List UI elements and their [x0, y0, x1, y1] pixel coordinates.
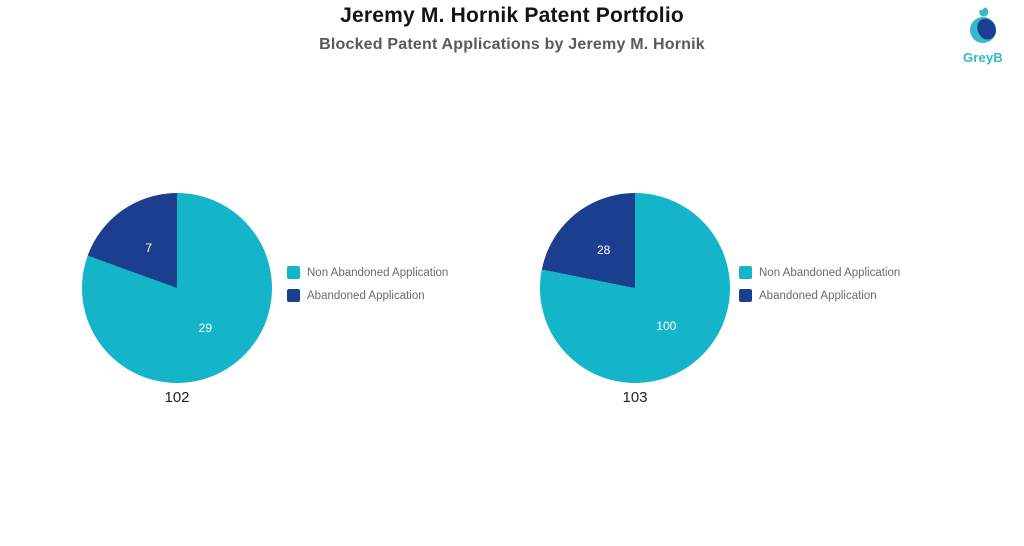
legend: Non Abandoned Application Abandoned Appl… [739, 266, 900, 312]
legend-item-abandoned[interactable]: Abandoned Application [739, 289, 900, 302]
pie-chart-102[interactable] [82, 193, 272, 383]
pie-chart-group-102: 29 7 102 Non Abandoned Application Aband… [82, 193, 512, 406]
legend-item-abandoned[interactable]: Abandoned Application [287, 289, 448, 302]
legend-item-non-abandoned[interactable]: Non Abandoned Application [739, 266, 900, 279]
pie-chart-group-103: 100 28 103 Non Abandoned Application Aba… [540, 193, 970, 406]
legend-swatch-non-abandoned [287, 266, 300, 279]
pie-wrap: 29 7 [82, 193, 272, 383]
legend-label: Non Abandoned Application [307, 266, 449, 279]
legend-swatch-abandoned [739, 289, 752, 302]
legend-label: Abandoned Application [759, 289, 877, 302]
legend-swatch-abandoned [287, 289, 300, 302]
pie-wrap: 100 28 [540, 193, 730, 383]
greyb-logo-icon [970, 7, 996, 43]
greyb-logo-text: GreyB [962, 50, 1004, 65]
chart-header: Jeremy M. Hornik Patent Portfolio Blocke… [0, 0, 1024, 54]
page-subtitle: Blocked Patent Applications by Jeremy M.… [319, 36, 705, 53]
legend-item-non-abandoned[interactable]: Non Abandoned Application [287, 266, 448, 279]
pie-caption: 102 [164, 389, 190, 406]
legend: Non Abandoned Application Abandoned Appl… [287, 266, 448, 312]
legend-label: Non Abandoned Application [759, 266, 901, 279]
page-title: Jeremy M. Hornik Patent Portfolio [340, 4, 684, 27]
pie-caption: 103 [622, 389, 648, 406]
greyb-logo[interactable]: GreyB [954, 6, 1012, 65]
legend-label: Abandoned Application [307, 289, 425, 302]
pie-chart-103[interactable] [540, 193, 730, 383]
legend-swatch-non-abandoned [739, 266, 752, 279]
